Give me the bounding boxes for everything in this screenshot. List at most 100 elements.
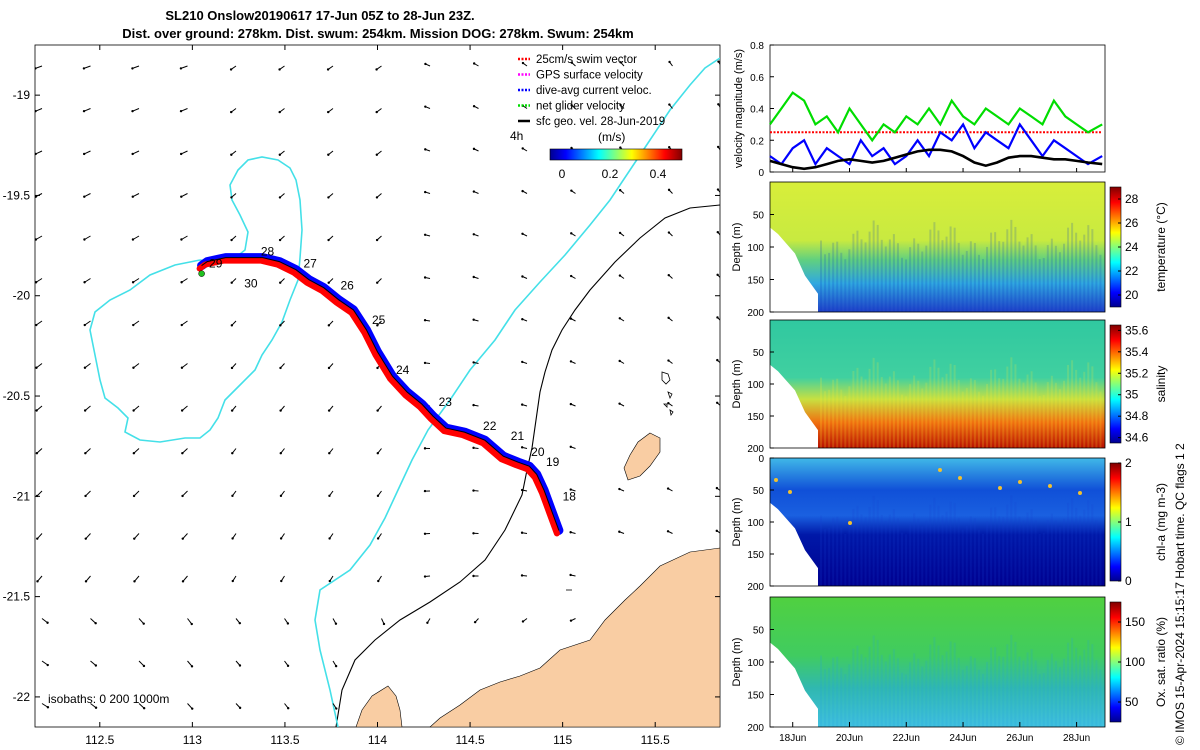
geostrophic-arrow-head: [520, 446, 524, 449]
geostrophic-arrow-head: [376, 537, 380, 540]
profile-band: [852, 508, 855, 586]
profile-band: [828, 527, 831, 586]
profile-band: [901, 394, 903, 448]
geostrophic-arrow-head: [327, 281, 330, 284]
profile-band: [840, 527, 843, 586]
profile-band: [820, 377, 822, 448]
chl-high-marker: [938, 468, 942, 472]
geostrophic-arrow-head: [423, 276, 427, 279]
geostrophic-arrow-head: [423, 361, 427, 365]
geostrophic-arrow-head: [35, 67, 37, 70]
profile-band: [848, 386, 851, 448]
profile-colorbar: [1109, 324, 1122, 444]
geostrophic-arrow-head: [230, 110, 233, 114]
geostrophic-arrow-head: [238, 664, 242, 667]
geostrophic-arrow-head: [230, 366, 234, 370]
profile-band: [909, 384, 912, 448]
profile-band: [848, 664, 851, 727]
geostrophic-arrow-head: [666, 487, 670, 490]
depth-tick-label: 200: [747, 582, 764, 593]
profile-band: [901, 257, 903, 312]
profile-band: [917, 380, 920, 448]
depth-axis-label: Depth (m): [731, 223, 743, 272]
profile-band: [1091, 229, 1094, 312]
profile-band: [1079, 655, 1082, 727]
geostrophic-arrow-head: [230, 238, 233, 242]
geostrophic-arrow-head: [133, 580, 136, 583]
velocity-plot-frame: [769, 44, 1106, 173]
geostrophic-arrow-head: [142, 664, 146, 668]
profile-band: [998, 516, 1001, 586]
map-colorbar-tick: 0.4: [650, 167, 667, 181]
profile-band: [949, 226, 952, 312]
profile-band: [921, 388, 924, 448]
time-tick-label: 20Jun: [836, 733, 863, 744]
time-tick-label: 22Jun: [893, 733, 920, 744]
geostrophic-arrow-head: [132, 409, 135, 412]
map-axes: 112.5 113 113.5 114 114.5 115 115.5 -19 -19.5 -20…: [3, 45, 720, 747]
profile-band: [1050, 653, 1053, 727]
profile-band: [901, 672, 903, 727]
geostrophic-arrow-head: [179, 152, 183, 156]
geostrophic-arrow-head: [618, 189, 622, 192]
isobath-line: [335, 204, 720, 727]
geostrophic-arrow-head: [181, 537, 184, 540]
profile-band: [977, 391, 980, 448]
geostrophic-arrow-head: [231, 452, 234, 455]
chl-high-marker: [788, 490, 792, 494]
profile-band: [941, 240, 944, 312]
profile-band: [937, 645, 940, 727]
geostrophic-arrow-head: [83, 195, 86, 198]
geostrophic-arrow-head: [472, 275, 475, 279]
profile-band: [864, 242, 867, 312]
profile-band: [1038, 259, 1041, 312]
profile-band: [937, 367, 940, 448]
profile-band: [1014, 364, 1017, 448]
geostrophic-arrow-head: [278, 238, 282, 242]
profile-band: [1050, 375, 1053, 448]
geostrophic-arrow-head: [84, 452, 87, 455]
geostrophic-arrow-head: [35, 281, 38, 284]
geostrophic-arrow-head: [278, 110, 281, 114]
chl-high-marker: [998, 486, 1002, 490]
geostrophic-arrow-head: [278, 196, 282, 199]
geostrophic-arrow-head: [472, 489, 475, 492]
geostrophic-arrow-head: [382, 622, 386, 626]
geostrophic-arrow-head: [618, 359, 621, 363]
chl-high-marker: [848, 521, 852, 525]
geostrophic-arrow-head: [569, 402, 573, 406]
velocity-tick-label: 0.4: [750, 105, 764, 116]
profile-band: [872, 635, 875, 727]
profile-band: [986, 661, 989, 727]
lon-tick-label: 115.5: [641, 733, 670, 747]
geostrophic-arrow-head: [335, 707, 338, 710]
geostrophic-arrow-head: [668, 60, 671, 64]
geostrophic-arrow-head: [668, 103, 671, 106]
profile-band: [864, 657, 867, 727]
profile-band: [973, 657, 976, 727]
geostrophic-arrow-head: [84, 494, 87, 498]
geostrophic-arrow-head: [334, 622, 338, 625]
geostrophic-arrow-head: [328, 494, 331, 498]
profile-band: [840, 667, 843, 727]
geostrophic-arrow-head: [84, 537, 87, 540]
profile-band: [1006, 504, 1009, 586]
colorbar-tick-label: 35: [1125, 388, 1139, 402]
geostrophic-arrow-head: [424, 62, 427, 66]
profile-band: [888, 654, 891, 727]
geostrophic-arrow-head: [327, 238, 330, 242]
profile-band: [876, 639, 879, 727]
profile-band: [1083, 371, 1086, 448]
geostrophic-arrow-head: [286, 622, 290, 625]
geostrophic-arrow-head: [279, 324, 282, 327]
geostrophic-arrow-head: [230, 196, 233, 199]
profile-band: [965, 250, 968, 312]
geostrophic-arrow-head: [327, 409, 331, 412]
profile-band: [868, 506, 871, 586]
profile-band: [1030, 234, 1033, 312]
chart-subtitle: Dist. over ground: 278km. Dist. swum: 25…: [122, 26, 634, 41]
colorbar-tick-label: 28: [1125, 192, 1139, 206]
geostrophic-arrow-head: [423, 447, 427, 450]
day-label: 19: [546, 455, 560, 469]
